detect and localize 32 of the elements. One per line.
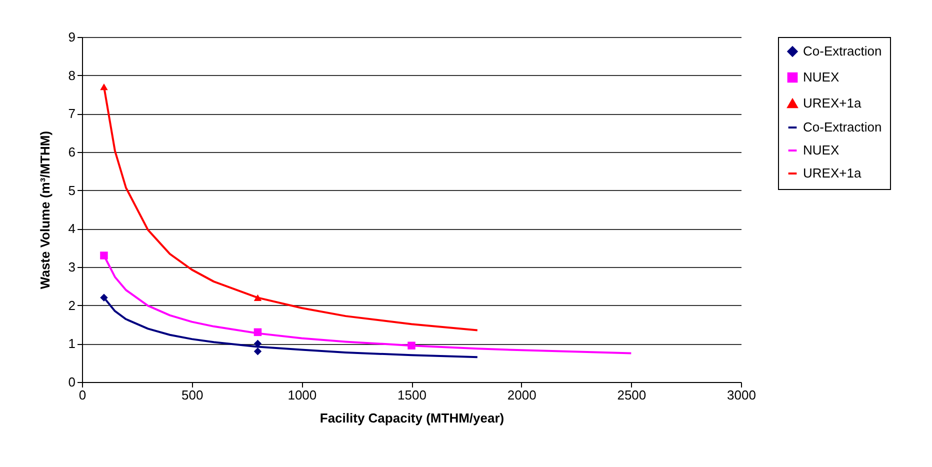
y-tick-label: 1	[68, 336, 76, 352]
y-tick-label: 8	[68, 68, 76, 83]
x-tick-label: 1000	[288, 388, 317, 402]
legend-label: NUEX	[803, 70, 840, 84]
legend-label: UREX+1a	[803, 96, 862, 110]
y-tick-label: 5	[68, 182, 76, 198]
x-axis-title: Facility Capacity (MTHM/year)	[320, 410, 504, 426]
y-tick-label: 0	[68, 374, 76, 390]
y-tick-label: 7	[68, 106, 76, 122]
x-tick-label: 2500	[617, 388, 646, 402]
x-tick-label: 2000	[507, 388, 536, 402]
point	[100, 294, 108, 302]
point	[254, 294, 262, 302]
y-tick-label: 6	[68, 144, 76, 160]
y-tick-label: 4	[68, 221, 76, 236]
legend-label: UREX+1a	[803, 166, 862, 180]
point	[254, 328, 262, 336]
legend-label: NUEX	[803, 142, 840, 158]
legend-label: Co-Extraction	[803, 44, 882, 58]
x-tick-label: 1500	[398, 388, 426, 402]
point	[100, 83, 108, 90]
y-tick-label: 3	[68, 260, 76, 274]
y-tick-label: 2	[68, 298, 76, 313]
point	[254, 347, 262, 356]
point	[408, 342, 416, 350]
y-tick-label: 9	[68, 30, 76, 44]
x-tick-label: 0	[78, 388, 86, 402]
x-tick-label: 3000	[727, 388, 756, 402]
y-axis-title: Waste Volume (m³/MTHM)	[37, 130, 52, 290]
x-tick-label: 500	[181, 388, 204, 402]
point	[100, 252, 108, 260]
legend-label: Co-Extraction	[803, 120, 882, 134]
